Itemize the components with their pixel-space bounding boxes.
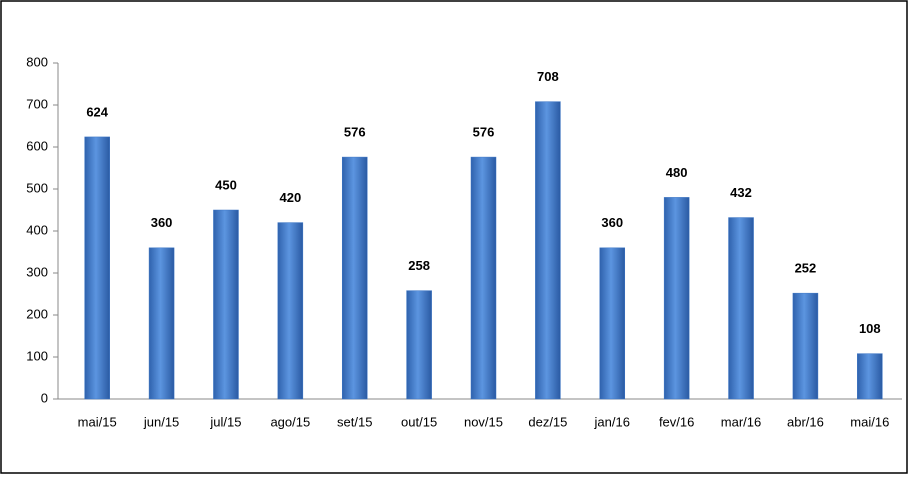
x-tick-label: out/15 xyxy=(401,414,437,429)
x-tick-label: jul/15 xyxy=(209,414,241,429)
bar xyxy=(148,247,175,400)
bar xyxy=(84,136,110,400)
bar xyxy=(213,209,239,400)
y-tick-label: 800 xyxy=(26,54,48,69)
y-tick-label: 400 xyxy=(26,222,48,237)
bar xyxy=(470,156,497,400)
x-tick-label: fev/16 xyxy=(659,414,694,429)
x-tick-label: nov/15 xyxy=(464,414,503,429)
bar xyxy=(857,353,883,400)
bar xyxy=(341,156,368,400)
value-label: 708 xyxy=(537,69,559,84)
bar xyxy=(728,217,754,400)
value-label: 252 xyxy=(795,261,817,276)
value-label: 420 xyxy=(279,190,301,205)
y-tick-label: 500 xyxy=(26,180,48,195)
value-label: 432 xyxy=(730,185,752,200)
x-tick-label: mar/16 xyxy=(721,414,761,429)
x-tick-label: jan/16 xyxy=(594,414,630,429)
x-tick-label: jun/15 xyxy=(143,414,179,429)
x-tick-label: mai/15 xyxy=(78,414,117,429)
x-tick-label: abr/16 xyxy=(787,414,824,429)
value-label: 576 xyxy=(473,125,495,140)
value-label: 360 xyxy=(601,215,623,230)
bar xyxy=(535,101,561,400)
value-label: 576 xyxy=(344,125,366,140)
y-tick-label: 700 xyxy=(26,96,48,111)
x-tick-label: ago/15 xyxy=(270,414,310,429)
y-tick-label: 200 xyxy=(26,306,48,321)
bar xyxy=(663,197,690,400)
x-tick-label: mai/16 xyxy=(850,414,889,429)
value-label: 480 xyxy=(666,165,688,180)
value-label: 258 xyxy=(408,258,430,273)
bar xyxy=(599,247,626,400)
bar xyxy=(277,222,304,400)
y-tick-label: 600 xyxy=(26,138,48,153)
y-tick-label: 300 xyxy=(26,264,48,279)
y-tick-label: 100 xyxy=(26,348,48,363)
value-label: 360 xyxy=(151,215,173,230)
bar xyxy=(792,292,819,400)
bar xyxy=(406,290,432,400)
x-tick-label: set/15 xyxy=(337,414,372,429)
value-label: 450 xyxy=(215,177,237,192)
x-tick-label: dez/15 xyxy=(528,414,567,429)
value-label: 108 xyxy=(859,321,881,336)
y-tick-label: 0 xyxy=(41,390,48,405)
value-label: 624 xyxy=(86,104,108,119)
